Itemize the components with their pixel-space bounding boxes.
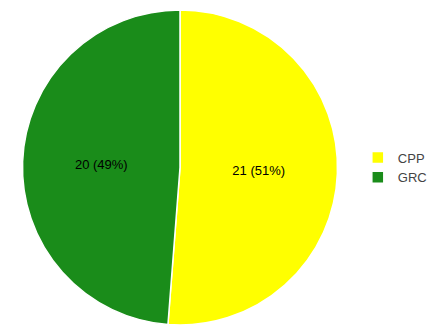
svg-text:21 (51%): 21 (51%) <box>232 163 285 178</box>
svg-text:20 (49%): 20 (49%) <box>75 157 128 172</box>
svg-text:CPP: CPP <box>398 151 425 166</box>
svg-text:GRC: GRC <box>398 170 427 185</box>
